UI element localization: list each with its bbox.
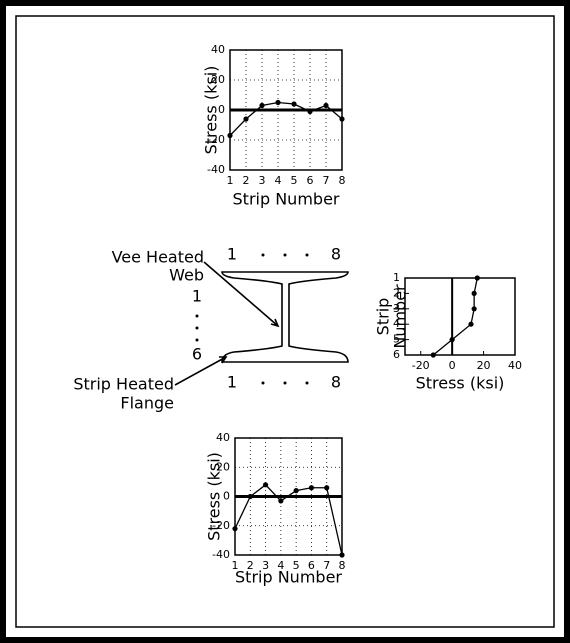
dot bbox=[305, 381, 309, 385]
y-tick-label: 6 bbox=[393, 348, 400, 361]
strip-label: 1 bbox=[227, 373, 237, 392]
y-axis-label: Strip bbox=[374, 298, 393, 336]
y-axis-label: Number bbox=[391, 284, 410, 349]
strip-label: 8 bbox=[331, 373, 341, 392]
dot bbox=[195, 326, 199, 330]
x-tick-label: 4 bbox=[277, 559, 284, 572]
flange-label: Strip Heated bbox=[73, 375, 174, 394]
x-tick-label: 1 bbox=[227, 174, 234, 187]
dot bbox=[195, 314, 199, 318]
dot bbox=[195, 338, 199, 342]
flange-leader bbox=[174, 356, 227, 386]
data-point bbox=[243, 116, 249, 122]
y-tick-label: 0 bbox=[223, 490, 230, 503]
y-tick-label: 40 bbox=[211, 43, 225, 56]
y-tick-label: 20 bbox=[216, 460, 230, 473]
strip-label: 8 bbox=[331, 245, 341, 264]
y-tick-label: 2 bbox=[393, 286, 400, 299]
x-axis-label: Stress (ksi) bbox=[416, 374, 505, 393]
y-tick-label: -20 bbox=[212, 519, 230, 532]
data-point bbox=[308, 485, 315, 491]
data-point bbox=[449, 337, 455, 343]
beam-dots bbox=[195, 253, 309, 385]
x-tick-label: 6 bbox=[307, 174, 314, 187]
web-label: Web bbox=[169, 266, 204, 285]
x-tick-label: 3 bbox=[262, 559, 269, 572]
x-tick-label: 8 bbox=[339, 559, 346, 572]
x-axis-label: Strip Number bbox=[233, 190, 340, 209]
x-tick-label: 3 bbox=[259, 174, 266, 187]
x-tick-label: 20 bbox=[477, 359, 491, 372]
y-tick-label: 20 bbox=[211, 73, 225, 86]
x-tick-label: 2 bbox=[247, 559, 254, 572]
y-axis-label: Stress (ksi) bbox=[202, 66, 221, 155]
x-tick-label: 5 bbox=[293, 559, 300, 572]
i-beam bbox=[174, 261, 349, 386]
dot bbox=[261, 381, 265, 385]
data-point bbox=[307, 108, 313, 115]
x-tick-label: 6 bbox=[308, 559, 315, 572]
web-arrow bbox=[270, 318, 280, 328]
x-tick-label: 40 bbox=[508, 359, 522, 372]
y-tick-label: 4 bbox=[393, 317, 400, 330]
y-tick-label: -20 bbox=[207, 133, 225, 146]
y-tick-label: 5 bbox=[393, 333, 400, 346]
flange-arrow bbox=[219, 356, 228, 364]
strip-label: 1 bbox=[192, 287, 202, 306]
x-tick-label: 8 bbox=[339, 174, 346, 187]
dot bbox=[305, 253, 309, 257]
y-tick-label: -40 bbox=[207, 163, 225, 176]
flange-label: Flange bbox=[120, 394, 174, 413]
data-point bbox=[275, 99, 281, 106]
data-point bbox=[232, 526, 238, 532]
data-point bbox=[247, 493, 253, 500]
y-axis-label: Stress (ksi) bbox=[205, 452, 224, 541]
data-point bbox=[474, 275, 480, 281]
y-tick-label: -40 bbox=[212, 548, 230, 561]
web-leader bbox=[203, 261, 279, 327]
data-point bbox=[468, 321, 474, 327]
strip-label: 1 bbox=[227, 245, 237, 264]
data-line bbox=[432, 277, 478, 356]
x-tick-label: 5 bbox=[291, 174, 298, 187]
y-tick-label: 0 bbox=[218, 103, 225, 116]
data-point bbox=[339, 116, 345, 122]
dot bbox=[283, 253, 287, 257]
data-point bbox=[471, 290, 477, 296]
x-tick-label: 4 bbox=[275, 174, 282, 187]
data-point bbox=[324, 485, 330, 491]
x-tick-label: 7 bbox=[323, 559, 330, 572]
beam-outline bbox=[221, 271, 349, 363]
y-tick-label: 3 bbox=[393, 302, 400, 315]
dot bbox=[283, 381, 287, 385]
data-point bbox=[323, 102, 329, 109]
data-point bbox=[262, 482, 269, 488]
y-tick-label: 1 bbox=[393, 271, 400, 284]
x-tick-label: 0 bbox=[449, 359, 456, 372]
plot-frame bbox=[404, 277, 516, 356]
data-point bbox=[278, 498, 284, 504]
x-tick-label: 2 bbox=[243, 174, 250, 187]
x-axis-label: Strip Number bbox=[235, 568, 342, 587]
x-tick-label: 1 bbox=[232, 559, 239, 572]
data-line bbox=[229, 101, 343, 136]
x-tick-label: -20 bbox=[412, 359, 430, 372]
data-point bbox=[471, 306, 477, 312]
data-point bbox=[259, 102, 265, 109]
data-point bbox=[430, 352, 436, 358]
data-point bbox=[339, 552, 345, 558]
dot bbox=[261, 253, 265, 257]
data-point bbox=[291, 101, 297, 107]
inner-border bbox=[15, 15, 555, 628]
x-tick-label: 7 bbox=[323, 174, 330, 187]
data-point bbox=[227, 132, 233, 139]
y-tick-label: 40 bbox=[216, 431, 230, 444]
web-label: Vee Heated bbox=[112, 248, 204, 267]
strip-label: 6 bbox=[192, 345, 202, 364]
data-point bbox=[293, 488, 299, 494]
